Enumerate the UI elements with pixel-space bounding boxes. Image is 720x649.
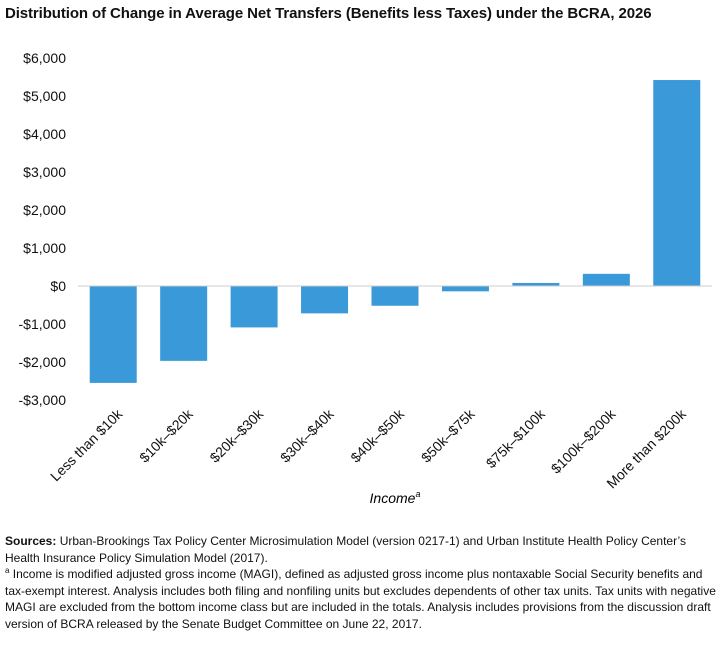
footnote: a Income is modified adjusted gross inco… (5, 566, 717, 632)
bar (653, 80, 701, 286)
x-axis-title-text: Income (370, 490, 416, 506)
y-tick-label: $2,000 (23, 202, 66, 218)
chart-notes: Sources: Urban-Brookings Tax Policy Cent… (5, 533, 717, 632)
x-tick-label: $40k–$50k (347, 405, 407, 465)
bar (89, 286, 137, 383)
x-tick-label: $100k–$200k (548, 405, 619, 476)
sources-text: Urban-Brookings Tax Policy Center Micros… (5, 534, 686, 565)
sources-label: Sources: (5, 534, 57, 548)
y-tick-label: -$2,000 (19, 354, 67, 370)
y-tick-label: $3,000 (23, 164, 66, 180)
x-tick-label: $20k–$30k (206, 405, 266, 465)
y-tick-label: -$3,000 (19, 392, 67, 408)
chart-title: Distribution of Change in Average Net Tr… (5, 5, 652, 22)
y-axis: $6,000 $5,000 $4,000 $3,000 $2,000 $1,000 $0 -$… (19, 50, 67, 408)
x-tick-label: $75k–$100k (483, 405, 549, 471)
footnote-text: Income is modified adjusted gross income… (5, 567, 716, 631)
bar (160, 286, 208, 361)
y-tick-label: $1,000 (23, 240, 66, 256)
x-axis-labels: Less than $10k $10k–$20k $20k–$30k $30k–$40… (47, 405, 690, 491)
bar (441, 286, 489, 292)
footnote-mark: a (5, 566, 10, 575)
y-tick-label: $6,000 (23, 50, 66, 66)
x-axis-title: Incomea (370, 489, 421, 506)
x-tick-label: $10k–$20k (136, 405, 196, 465)
x-axis-title-superscript: a (415, 489, 420, 499)
bar (371, 286, 419, 306)
bar (582, 273, 630, 286)
bars (89, 80, 701, 383)
y-tick-label: $4,000 (23, 126, 66, 142)
y-tick-label: -$1,000 (19, 316, 67, 332)
bar (301, 286, 349, 314)
bar (230, 286, 278, 328)
bar (512, 282, 560, 286)
bar-chart: $6,000 $5,000 $4,000 $3,000 $2,000 $1,000 $0 -$… (19, 50, 712, 506)
x-tick-label: Less than $10k (47, 405, 126, 484)
x-tick-label: $50k–$75k (418, 405, 478, 465)
sources-note: Sources: Urban-Brookings Tax Policy Cent… (5, 533, 717, 566)
y-tick-label: $5,000 (23, 88, 66, 104)
x-tick-label: $30k–$40k (277, 405, 337, 465)
y-tick-label: $0 (50, 278, 66, 294)
